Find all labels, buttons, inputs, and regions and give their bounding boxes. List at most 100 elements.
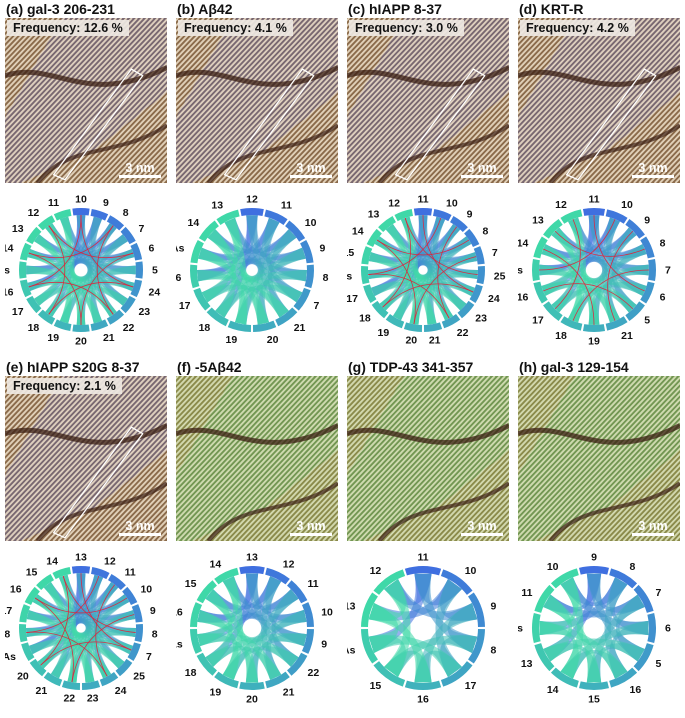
chord-segment bbox=[468, 592, 485, 628]
chord-label: 13 bbox=[532, 214, 544, 226]
chord-label: 8 bbox=[123, 207, 129, 219]
scale-bar: 3 nm bbox=[632, 162, 674, 178]
chord-label: 14 AAs bbox=[347, 644, 356, 656]
chord-segment bbox=[468, 628, 485, 664]
chord-label: 13 bbox=[368, 208, 380, 220]
chord-label: 5 bbox=[644, 315, 650, 327]
scale-bar: 3 nm bbox=[290, 520, 332, 536]
chord-label: 9 bbox=[320, 243, 326, 255]
chord-segment bbox=[227, 320, 252, 332]
chord-segment bbox=[196, 652, 217, 676]
chord-link bbox=[593, 214, 645, 292]
chord-segment bbox=[106, 309, 125, 325]
chord-label: 15 bbox=[370, 680, 382, 692]
chord-segment bbox=[532, 258, 540, 282]
chord-segment bbox=[21, 642, 35, 661]
chord-link bbox=[543, 283, 634, 310]
chord-segment bbox=[301, 602, 314, 628]
chord-label: 10 bbox=[305, 217, 317, 229]
chord-link bbox=[34, 597, 74, 683]
chord-label: 22 bbox=[123, 322, 135, 334]
chord-segment bbox=[301, 628, 314, 654]
chord-segment bbox=[373, 661, 406, 687]
stm-image: Frequency: 4.2 % 3 nm bbox=[518, 18, 680, 183]
chord-link bbox=[538, 219, 616, 271]
chord-ribbon bbox=[201, 217, 240, 303]
chord-segment bbox=[240, 208, 264, 217]
chord-segment bbox=[72, 324, 90, 332]
frequency-label: Frequency: 2.1 % bbox=[7, 378, 122, 394]
chord-segment bbox=[648, 258, 656, 282]
chord-segment bbox=[37, 215, 56, 231]
frequency-label: Frequency: 3.0 % bbox=[349, 20, 464, 36]
chord-label: 19 bbox=[378, 327, 390, 339]
chord-label: 21 bbox=[294, 322, 306, 334]
scale-bar-line bbox=[290, 175, 332, 178]
chord-ribbon bbox=[207, 229, 269, 325]
chord-link bbox=[382, 217, 411, 308]
chord-segment bbox=[285, 220, 306, 242]
scale-bar-label: 3 nm bbox=[467, 519, 497, 533]
chord-segment bbox=[127, 642, 141, 661]
chord-segment bbox=[106, 215, 125, 231]
chord-link bbox=[95, 584, 116, 677]
frequency-label: Frequency: 12.6 % bbox=[7, 20, 129, 36]
chord-link bbox=[376, 239, 470, 256]
chord-label: 20 bbox=[405, 335, 417, 347]
chord-segment bbox=[560, 209, 583, 224]
chord-segment bbox=[265, 567, 290, 585]
chord-label: 8 bbox=[152, 628, 158, 640]
chord-label: 23 bbox=[87, 693, 99, 705]
chord-label: 10 bbox=[75, 194, 87, 206]
stm-image: 3 nm bbox=[347, 376, 509, 541]
chord-segment bbox=[609, 568, 638, 589]
chord-segment bbox=[71, 566, 91, 574]
chord-link bbox=[28, 252, 82, 326]
chord-segment bbox=[19, 242, 32, 261]
chord-label: 7 bbox=[138, 223, 144, 235]
panel-title: (b) Aβ42 bbox=[177, 1, 233, 17]
chord-segment bbox=[361, 265, 370, 285]
chord-segment bbox=[24, 586, 40, 606]
chord-ribbon bbox=[224, 217, 248, 325]
chord-label: 15 AAs bbox=[176, 243, 185, 255]
chord-label: 15 bbox=[588, 694, 600, 706]
chord-segment bbox=[26, 226, 42, 245]
chord-link bbox=[80, 252, 134, 326]
chord-segment bbox=[633, 643, 654, 672]
chord-segment bbox=[120, 295, 136, 314]
chord-ribbon bbox=[197, 576, 239, 647]
chord-label: 19 bbox=[210, 686, 222, 698]
chord-segment bbox=[196, 580, 217, 604]
chord-segment bbox=[37, 309, 56, 325]
chord-label: 16 bbox=[10, 584, 22, 596]
chord-label: 10 bbox=[547, 561, 559, 573]
chord-segment bbox=[53, 319, 72, 332]
chord-label: 11 bbox=[521, 587, 532, 599]
chord-link bbox=[34, 597, 128, 614]
chord-segment bbox=[300, 239, 314, 264]
chord-label: 14 bbox=[5, 243, 14, 255]
chord-link bbox=[26, 575, 100, 633]
chord-label: 7 bbox=[665, 265, 671, 277]
figure-panel: (h) gal-3 129-154 3 nm 9 8 7 6 5 16 15 14 13 12 AAs… bbox=[488, 358, 685, 713]
chord-segment bbox=[476, 265, 485, 285]
chord-link bbox=[80, 572, 132, 651]
chord-segment bbox=[469, 284, 483, 303]
chord-ribbon bbox=[215, 284, 303, 318]
chord-label: 19 AAs bbox=[5, 651, 16, 663]
scale-bar-label: 3 nm bbox=[296, 519, 326, 533]
figure-panel: (g) TDP-43 341-357 3 nm 11 10 9 8 17 16 15 14 AAs… bbox=[320, 358, 515, 713]
chord-segment bbox=[81, 680, 101, 690]
chord-ribbon bbox=[207, 229, 237, 318]
chord-ribbon bbox=[414, 603, 478, 683]
chord-segment bbox=[19, 279, 32, 298]
chord-segment bbox=[533, 281, 548, 304]
chord-ribbon bbox=[368, 578, 462, 621]
chord-ribbon bbox=[379, 281, 476, 311]
chord-label: 7 bbox=[655, 587, 661, 599]
chord-segment bbox=[433, 209, 452, 222]
chord-label: 18 bbox=[185, 667, 197, 679]
chord-label: 16 bbox=[176, 607, 183, 619]
